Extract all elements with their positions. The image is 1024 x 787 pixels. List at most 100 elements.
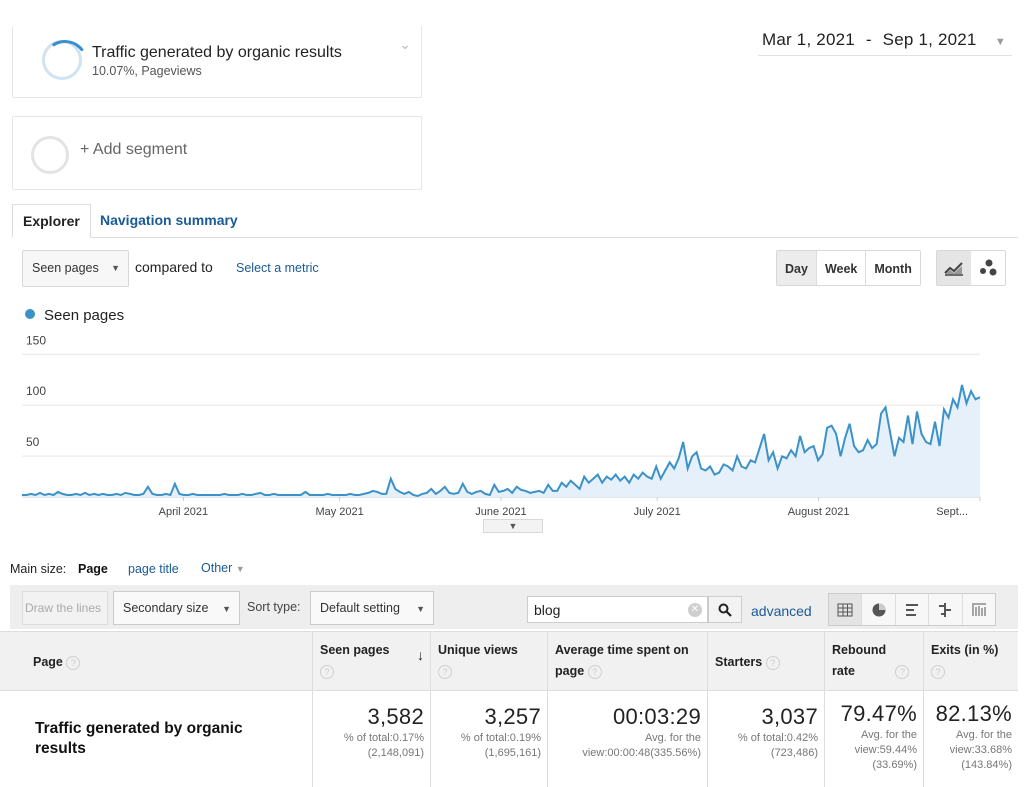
cell-sub: view:33.68% — [949, 744, 1012, 756]
cell-value: 3,037 — [761, 704, 818, 729]
secondary-size-select[interactable]: Secondary size ▼ — [113, 591, 240, 625]
table-view-toggle — [828, 593, 996, 626]
column-exits[interactable]: Exits (in %) ? — [923, 631, 1018, 691]
clear-search-icon[interactable]: ✕ — [688, 603, 702, 617]
help-icon[interactable]: ? — [765, 655, 780, 670]
secondary-size-label: Secondary size — [123, 601, 209, 615]
cell-value: 3,582 — [367, 704, 424, 729]
segment-card-organic[interactable]: Traffic generated by organic results 10.… — [12, 26, 422, 98]
date-range-picker[interactable]: Mar 1, 2021 - Sep 1, 2021 ▼ — [758, 30, 1012, 56]
x-tick-label: Sept... — [936, 506, 968, 518]
period-toggle: Day Week Month — [776, 250, 921, 286]
column-page[interactable]: Page ? — [0, 631, 312, 691]
cell-unique-views: 3,257 % of total:0.19% (1,695,161) — [430, 691, 547, 787]
tab-navigation-summary[interactable]: Navigation summary — [100, 212, 238, 228]
help-icon[interactable]: ? — [438, 664, 452, 679]
column-exits-label: Exits (in %) — [931, 643, 999, 657]
series-line-seen-pages — [22, 384, 981, 498]
add-segment-button[interactable]: + Add segment — [80, 141, 188, 158]
period-week-button[interactable]: Week — [815, 251, 866, 285]
chart-type-toggle — [936, 250, 1006, 286]
column-starters[interactable]: Starters ? — [707, 631, 824, 691]
column-rebound-rate-label: Rebound rate — [832, 643, 887, 678]
sort-type-select[interactable]: Default setting ▼ — [310, 591, 434, 625]
row-page-title[interactable]: Traffic generated by organic results — [35, 720, 243, 757]
column-seen-pages[interactable]: Seen pages ? ↓ — [312, 631, 430, 691]
cell-exits: 82.13% Avg. for the view:33.68% (143.84%… — [923, 691, 1018, 787]
cell-sub: Avg. for the — [955, 729, 1012, 741]
draw-lines-button[interactable]: Draw the lines — [22, 591, 108, 625]
column-seen-pages-label: Seen pages — [320, 643, 390, 657]
period-month-button[interactable]: Month — [865, 251, 920, 285]
tab-explorer[interactable]: Explorer — [12, 204, 91, 238]
period-day-button[interactable]: Day — [777, 251, 816, 285]
y-tick-label: 100 — [26, 384, 46, 398]
help-icon[interactable]: ? — [587, 664, 602, 679]
add-segment-card[interactable]: + Add segment — [12, 116, 422, 190]
data-table-icon[interactable] — [829, 594, 862, 625]
segment-subtitle: 10.07%, Pageviews — [92, 64, 202, 78]
help-icon[interactable]: ? — [66, 655, 81, 670]
main-size-page-title[interactable]: page title — [128, 562, 179, 576]
cell-value: 82.13% — [935, 701, 1012, 726]
compared-to-label: compared to — [135, 259, 213, 275]
column-unique-views[interactable]: Unique views ? — [430, 631, 547, 691]
x-tick-label: July 2021 — [634, 506, 681, 518]
metric-select-value: Seen pages — [32, 261, 99, 275]
segment-ring-icon — [42, 40, 82, 80]
main-size-label: Main size: — [10, 562, 67, 576]
caret-down-icon: ▼ — [994, 36, 1006, 48]
legend-dot — [25, 309, 35, 319]
advanced-filter-link[interactable]: advanced — [751, 603, 812, 619]
x-tick-label: May 2021 — [315, 506, 363, 518]
legend-label: Seen pages — [44, 307, 125, 324]
table-search-input[interactable]: blog ✕ — [527, 596, 708, 623]
cell-sub: (143.84%) — [961, 759, 1012, 771]
cell-sub: view:59.44% — [854, 744, 917, 756]
search-button[interactable] — [708, 596, 742, 623]
help-icon[interactable]: ? — [895, 664, 910, 679]
cell-value: 3,257 — [484, 704, 541, 729]
caret-down-icon: ▼ — [235, 564, 245, 574]
help-icon[interactable]: ? — [320, 664, 334, 679]
cell-rebound-rate: 79.47% Avg. for the view:59.44% (33.69%) — [824, 691, 923, 787]
sort-type-label: Sort type: — [247, 600, 301, 614]
sort-arrow-down-icon: ↓ — [417, 647, 424, 663]
x-tick-label: August 2021 — [788, 506, 850, 518]
select-metric-link[interactable]: Select a metric — [236, 261, 319, 275]
term-cloud-icon[interactable] — [961, 594, 995, 625]
help-icon[interactable]: ? — [931, 664, 945, 679]
main-size-other-label: Other — [201, 561, 233, 575]
comparison-icon[interactable] — [928, 594, 961, 625]
cell-sub: Avg. for the — [860, 729, 917, 741]
empty-segment-ring-icon — [31, 136, 69, 174]
x-tick-label: April 2021 — [159, 506, 209, 518]
cell-sub: (1,695,161) — [484, 747, 541, 759]
caret-down-icon: ▼ — [222, 604, 231, 614]
caret-down-icon: ▼ — [416, 604, 425, 614]
pie-chart-icon[interactable] — [861, 594, 894, 625]
segment-title: Traffic generated by organic results — [92, 44, 342, 61]
series-area-seen-pages — [22, 385, 980, 497]
main-size-other[interactable]: Other ▼ — [201, 561, 245, 575]
cell-sub: % of total:0.42% — [737, 732, 818, 744]
date-separator: - — [865, 30, 872, 49]
column-avg-time-label: Average time spent on page — [555, 643, 689, 678]
line-chart-icon[interactable] — [937, 251, 971, 285]
cell-sub: (33.69%) — [872, 759, 917, 771]
cell-value: 00:03:29 — [612, 704, 701, 729]
report-tabs: Explorer Navigation summary — [12, 204, 1018, 238]
cell-sub: Avg. for the — [644, 732, 701, 744]
chevron-down-icon[interactable]: ⌄ — [399, 36, 411, 52]
cell-value: 79.47% — [840, 701, 917, 726]
date-end: Sep 1, 2021 — [882, 30, 977, 49]
metric-select[interactable]: Seen pages ▼ — [22, 250, 129, 287]
column-page-label: Page — [33, 655, 63, 669]
column-avg-time[interactable]: Average time spent on page ? — [547, 631, 707, 691]
performance-icon[interactable] — [894, 594, 928, 625]
date-start: Mar 1, 2021 — [762, 30, 855, 49]
column-rebound-rate[interactable]: Rebound rate ? — [824, 631, 923, 691]
motion-chart-icon[interactable] — [971, 251, 1005, 285]
collapse-chart-handle[interactable]: ▼ — [483, 519, 543, 533]
main-size-page[interactable]: Page — [78, 562, 108, 576]
